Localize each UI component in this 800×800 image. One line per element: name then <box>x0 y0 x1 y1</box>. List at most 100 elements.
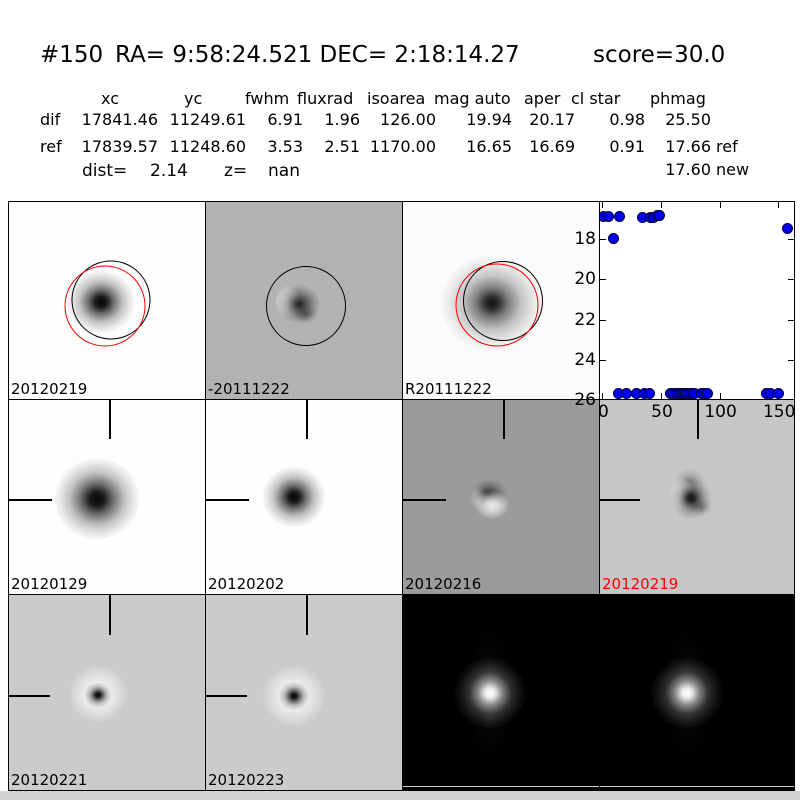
cell-dif-magauto: 19.94 <box>466 110 512 129</box>
y-tick-mark <box>788 279 794 281</box>
cell-dif-fluxrad: 1.96 <box>324 110 360 129</box>
redshift-value: nan <box>268 161 300 181</box>
phmag-lightcurve-plot: 0 50 100 150 18 20 22 24 26 <box>574 201 795 422</box>
cell-ref-fwhm: 3.53 <box>267 137 303 156</box>
aperture-circle-black <box>265 266 346 347</box>
cell-ref-fluxrad: 2.51 <box>324 137 360 156</box>
data-point <box>602 210 614 222</box>
column-header-fwhm: fwhm <box>245 89 290 108</box>
aperture-circle-red <box>64 265 146 347</box>
data-point <box>654 209 666 221</box>
plot-area <box>600 202 794 399</box>
column-header-xc: xc <box>101 89 119 108</box>
cell-dif-aper: 20.17 <box>529 110 575 129</box>
panel-date-label: 20120202 <box>208 575 285 593</box>
crosshair-top-tick <box>108 400 111 439</box>
cutout-psf-stamp-2 <box>599 594 795 791</box>
star-blob <box>454 658 527 729</box>
column-header-yc: yc <box>184 89 203 108</box>
x-tick-mark <box>719 393 721 399</box>
data-point <box>608 232 620 244</box>
cell-dif-clstar: 0.98 <box>609 110 645 129</box>
image-stretch-line <box>600 786 794 787</box>
crosshair-top-tick <box>697 400 699 439</box>
residual-dark-tail <box>689 497 712 516</box>
residual-dark-blob <box>279 682 310 711</box>
crosshair-top-tick <box>305 400 308 439</box>
data-point <box>781 222 793 234</box>
crosshair-top-tick <box>108 595 111 635</box>
cell-dif-yc: 11249.61 <box>169 110 246 129</box>
source-blob <box>263 467 326 527</box>
x-tick-label: 100 <box>704 402 737 422</box>
residual-dark-blob <box>671 476 712 519</box>
candidate-id: #150 <box>40 42 104 68</box>
redshift-label: z= <box>224 161 248 181</box>
cutout-20120202: 20120202 <box>205 399 403 595</box>
column-header-magauto: mag auto <box>434 89 511 108</box>
cutout-20120129: 20120129 <box>8 399 206 595</box>
new-mag-suffix: new <box>716 160 750 179</box>
column-header-aper: aper <box>524 89 561 108</box>
cutout-psf-stamp-1 <box>402 594 600 791</box>
crosshair-left-tick <box>403 498 446 501</box>
candidate-coordinates: RA= 9:58:24.521 DEC= 2:18:14.27 <box>115 42 520 68</box>
x-tick-label: 50 <box>651 402 673 422</box>
residual-white-blob <box>475 490 510 519</box>
data-point <box>702 388 714 399</box>
crosshair-left-tick <box>9 498 52 501</box>
cell-dif-isoarea: 126.00 <box>380 110 436 129</box>
panel-date-label: 20120223 <box>208 771 285 789</box>
y-tick-mark <box>600 359 606 361</box>
x-tick-mark <box>719 202 721 208</box>
row-label-ref: ref <box>40 137 62 156</box>
y-tick-mark <box>600 279 606 281</box>
crosshair-left-tick <box>206 498 249 501</box>
figure-bottom-margin <box>0 791 800 800</box>
panel-date-label: 20120219 <box>602 575 679 593</box>
cell-dif-phmag: 25.50 <box>665 110 711 129</box>
cutout-diff--20111222: -20111222 <box>205 201 403 400</box>
x-tick-label: 150 <box>762 402 796 422</box>
panel-date-label: 20120129 <box>11 575 88 593</box>
x-tick-mark <box>778 202 780 208</box>
star-blob <box>651 658 724 729</box>
x-tick-mark <box>602 393 604 399</box>
crosshair-left-tick <box>206 695 247 698</box>
crosshair-top-tick <box>305 595 308 635</box>
image-stretch-line <box>403 786 599 787</box>
y-tick-mark <box>600 239 606 241</box>
y-tick-label: 20 <box>574 269 596 290</box>
cell-ref-magauto: 16.65 <box>466 137 512 156</box>
panel-date-label: 20120216 <box>405 575 482 593</box>
residual-dark-blob <box>84 682 112 708</box>
y-tick-label: 18 <box>574 229 596 250</box>
data-point <box>772 388 784 399</box>
cutout-20120219-diff: 20120219 <box>599 399 795 595</box>
panel-date-label: 20120221 <box>11 771 88 789</box>
cell-ref-phmag: 17.66 <box>665 137 711 156</box>
row-label-dif: dif <box>40 110 61 129</box>
y-tick-mark <box>788 239 794 241</box>
dist-value: 2.14 <box>150 161 188 181</box>
cutout-20120216: 20120216 <box>402 399 600 595</box>
cell-dif-fwhm: 6.91 <box>267 110 303 129</box>
x-tick-mark <box>602 202 604 208</box>
y-tick-mark <box>788 319 794 321</box>
x-tick-label: 0 <box>597 402 609 422</box>
panel-date-label: 20120219 <box>11 380 88 398</box>
cell-new-phmag: 17.60 <box>665 160 711 179</box>
column-header-phmag: phmag <box>650 89 706 108</box>
data-point <box>643 388 655 399</box>
cell-ref-aper: 16.69 <box>529 137 575 156</box>
panel-date-label: R20111222 <box>405 380 492 398</box>
cutout-20120221: 20120221 <box>8 594 206 791</box>
column-header-fluxrad: fluxrad <box>297 89 354 108</box>
ref-mag-suffix: ref <box>716 137 738 156</box>
cutout-20120223: 20120223 <box>205 594 403 791</box>
crosshair-left-tick <box>600 498 640 501</box>
y-tick-mark <box>788 359 794 361</box>
y-tick-label: 22 <box>574 309 596 330</box>
panel-date-label: -20111222 <box>208 380 290 398</box>
